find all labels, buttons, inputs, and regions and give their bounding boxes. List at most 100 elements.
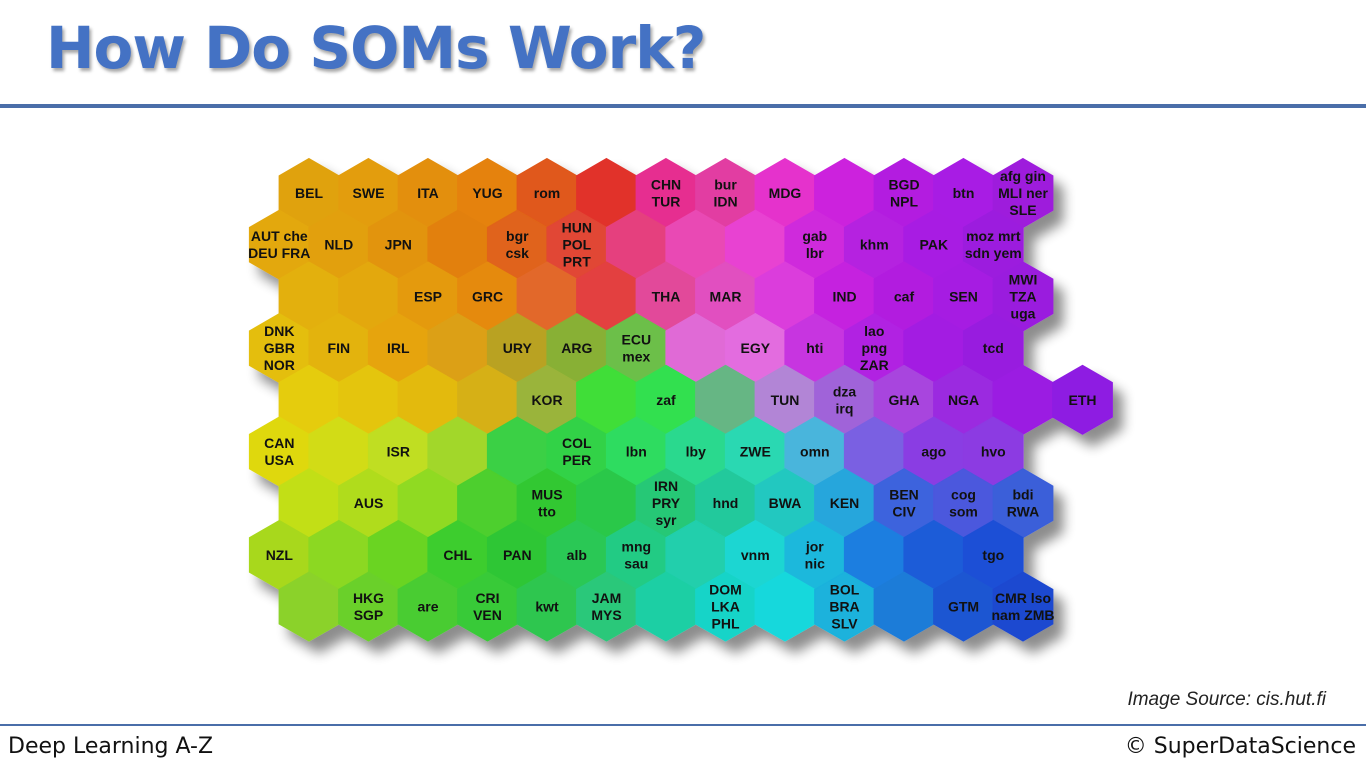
som-node-hexagon	[992, 571, 1054, 642]
title-divider	[0, 104, 1366, 108]
country-code-label: IDN	[713, 194, 737, 210]
image-source-caption: Image Source: cis.hut.fi	[1127, 689, 1326, 710]
slide-title: How Do SOMs Work?	[46, 14, 706, 82]
country-code-label: MAR	[710, 288, 742, 304]
country-code-label: SGP	[354, 607, 384, 623]
country-code-label: KEN	[830, 495, 860, 511]
country-code-label: alb	[567, 547, 587, 563]
country-code-label: GRC	[472, 288, 503, 304]
country-code-label: dza	[833, 383, 857, 399]
country-code-label: omn	[800, 444, 830, 460]
country-code-label: ITA	[417, 185, 439, 201]
country-code-label: NPL	[890, 194, 918, 210]
country-code-label: CAN	[264, 435, 294, 451]
country-code-label: CHL	[443, 547, 472, 563]
country-code-label: png	[861, 340, 887, 356]
country-code-label: PRT	[563, 254, 591, 270]
country-code-label: HKG	[353, 590, 384, 606]
country-code-label: lbr	[806, 245, 824, 261]
course-name: Deep Learning A-Z	[8, 734, 214, 759]
country-code-label: JPN	[385, 237, 412, 253]
country-code-label: DOM	[709, 582, 742, 598]
country-code-label: NGA	[948, 392, 979, 408]
country-code-label: EGY	[741, 340, 771, 356]
country-code-label: PAN	[503, 547, 532, 563]
country-code-label: COL	[562, 435, 592, 451]
country-code-label: HUN	[562, 220, 592, 236]
country-code-label: PRY	[652, 495, 681, 511]
country-code-label: YUG	[472, 185, 502, 201]
country-code-label: SEN	[949, 288, 978, 304]
country-code-label: ZAR	[860, 357, 889, 373]
country-code-label: TUR	[652, 194, 681, 210]
country-code-label: bur	[714, 177, 737, 193]
som-node-hexagon	[1052, 364, 1113, 435]
country-code-label: ESP	[414, 288, 442, 304]
country-code-label: are	[417, 599, 438, 615]
country-code-label: syr	[655, 512, 677, 528]
country-code-label: moz mrt	[966, 228, 1021, 244]
country-code-label: sdn yem	[965, 245, 1022, 261]
country-code-label: khm	[860, 237, 889, 253]
country-code-label: BWA	[769, 495, 802, 511]
country-code-label: mng	[622, 538, 652, 554]
country-code-label: CRI	[475, 590, 499, 606]
country-code-label: jor	[805, 538, 824, 554]
country-code-label: cog	[951, 487, 976, 503]
country-code-label: GTM	[948, 599, 979, 615]
country-code-label: MLI ner	[998, 185, 1048, 201]
country-code-label: CIV	[892, 504, 916, 520]
country-code-label: rom	[534, 185, 560, 201]
country-code-label: BRA	[829, 599, 859, 615]
country-code-label: DNK	[264, 323, 294, 339]
country-code-label: AUT che	[251, 228, 308, 244]
country-code-label: TUN	[771, 392, 800, 408]
country-code-label: FIN	[328, 340, 351, 356]
country-code-label: ETH	[1069, 392, 1097, 408]
country-code-label: IND	[832, 288, 856, 304]
country-code-label: bgr	[506, 228, 529, 244]
country-code-label: BEN	[889, 487, 919, 503]
country-code-label: JAM	[592, 590, 622, 606]
country-code-label: GHA	[888, 392, 919, 408]
country-code-label: VEN	[473, 607, 502, 623]
country-code-label: lao	[864, 323, 884, 339]
country-code-label: tgo	[982, 547, 1004, 563]
footer-divider	[0, 724, 1366, 726]
country-code-label: POL	[562, 237, 591, 253]
country-code-label: ISR	[387, 444, 410, 460]
country-code-label: ARG	[561, 340, 592, 356]
country-code-label: SLV	[831, 616, 858, 632]
country-code-label: irq	[836, 400, 854, 416]
country-code-label: mex	[622, 349, 650, 365]
country-code-label: caf	[894, 288, 915, 304]
country-code-label: vnm	[741, 547, 770, 563]
country-code-label: CMR lso	[995, 590, 1051, 606]
country-code-label: CHN	[651, 177, 681, 193]
country-code-label: BOL	[830, 582, 860, 598]
country-code-label: lby	[686, 444, 706, 460]
country-code-label: SWE	[353, 185, 385, 201]
country-code-label: ago	[921, 444, 946, 460]
country-code-label: PHL	[712, 616, 740, 632]
country-code-label: MUS	[531, 487, 562, 503]
country-code-label: btn	[953, 185, 975, 201]
country-code-label: NOR	[264, 357, 295, 373]
country-code-label: SLE	[1009, 202, 1036, 218]
country-code-label: uga	[1011, 305, 1036, 321]
country-code-label: USA	[265, 452, 295, 468]
country-code-label: hvo	[981, 444, 1006, 460]
country-code-label: GBR	[264, 340, 295, 356]
country-code-label: tcd	[983, 340, 1004, 356]
country-code-label: som	[949, 504, 978, 520]
country-code-label: PER	[562, 452, 591, 468]
country-code-label: NLD	[324, 237, 353, 253]
country-code-label: ZWE	[740, 444, 771, 460]
country-code-label: ECU	[622, 332, 652, 348]
country-code-label: BEL	[295, 185, 323, 201]
country-code-label: NZL	[266, 547, 294, 563]
country-code-label: KOR	[531, 392, 562, 408]
country-code-label: IRL	[387, 340, 410, 356]
